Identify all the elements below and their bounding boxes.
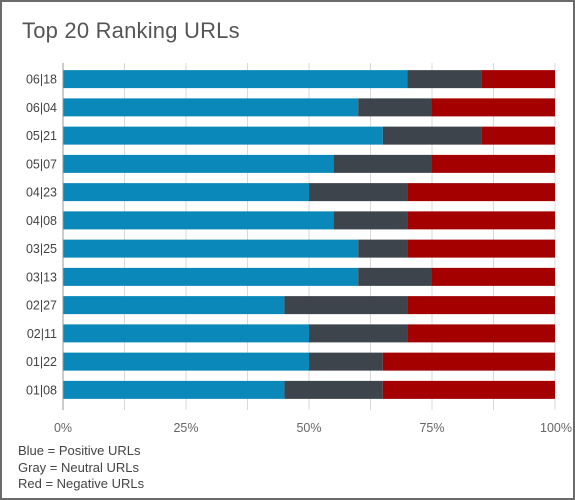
- bar-neutral: [358, 267, 432, 286]
- bar-negative: [481, 70, 555, 89]
- stacked-bar-chart: 06|18 06|04 05|21 05|07 04|23 04|08 03|25 03|13…: [26, 63, 572, 435]
- category-label: 02|27: [26, 299, 57, 313]
- category-label: 01|08: [26, 383, 57, 397]
- bar-positive: [63, 296, 285, 315]
- x-tick-label: 50%: [296, 421, 321, 435]
- bar-positive: [63, 239, 359, 258]
- bar-neutral: [309, 324, 408, 343]
- bar-neutral: [309, 183, 408, 202]
- category-label: 03|13: [26, 270, 57, 284]
- legend-notes: Blue = Positive URLs Gray = Neutral URLs…: [18, 443, 144, 493]
- bar-positive: [63, 324, 309, 343]
- bar-negative: [432, 267, 555, 286]
- bar-negative: [432, 98, 555, 117]
- category-label: 04|23: [26, 186, 57, 200]
- legend-positive: Blue = Positive URLs: [18, 443, 141, 458]
- category-label: 01|22: [26, 355, 57, 369]
- bar-neutral: [382, 126, 482, 145]
- category-label: 03|25: [26, 242, 57, 256]
- bar-negative: [432, 154, 555, 173]
- category-label: 04|08: [26, 214, 57, 228]
- bar-positive: [63, 352, 309, 371]
- category-label: 05|07: [26, 157, 57, 171]
- bar-negative: [382, 352, 555, 371]
- bar-neutral: [407, 70, 482, 89]
- bar-positive: [63, 211, 334, 230]
- legend-negative: Red = Negative URLs: [18, 476, 145, 491]
- legend-neutral: Gray = Neutral URLs: [18, 459, 140, 475]
- x-tick-label: 25%: [173, 421, 198, 435]
- bar-positive: [63, 98, 359, 117]
- bar-negative: [407, 296, 555, 315]
- bar-negative: [407, 324, 555, 343]
- category-label: 06|18: [26, 73, 57, 87]
- category-label: 02|11: [27, 327, 57, 341]
- bar-negative: [407, 211, 555, 230]
- bar-positive: [63, 267, 359, 286]
- x-tick-label: 75%: [419, 421, 444, 435]
- bar-neutral: [284, 380, 383, 399]
- bar-positive: [63, 70, 408, 89]
- x-tick-label: 100%: [540, 421, 572, 435]
- category-label: 06|04: [26, 101, 57, 115]
- bar-neutral: [309, 352, 383, 371]
- category-label: 05|21: [26, 129, 57, 143]
- chart-title: Top 20 Ranking URLs: [22, 18, 240, 43]
- bar-neutral: [358, 98, 432, 117]
- bar-negative: [481, 126, 555, 145]
- bar-negative: [407, 183, 555, 202]
- bar-neutral: [284, 296, 408, 315]
- bar-positive: [63, 380, 285, 399]
- bar-negative: [382, 380, 555, 399]
- bar-positive: [63, 183, 309, 202]
- bar-neutral: [333, 154, 432, 173]
- x-tick-label: 0%: [54, 421, 72, 435]
- bar-positive: [63, 126, 383, 145]
- bar-negative: [407, 239, 555, 258]
- bar-positive: [63, 154, 334, 173]
- bar-neutral: [333, 211, 408, 230]
- bar-neutral: [358, 239, 408, 258]
